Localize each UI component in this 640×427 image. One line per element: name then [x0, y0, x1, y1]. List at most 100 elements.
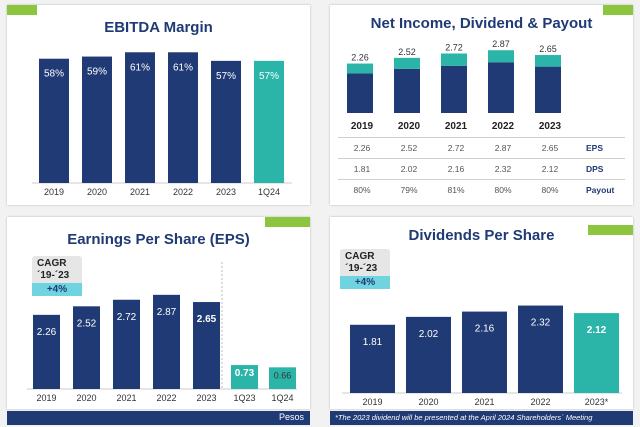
ebitda-tick-label: 2021 [130, 187, 150, 197]
dps-value-label: 2.02 [419, 329, 439, 340]
table-cell: 2.26 [353, 143, 371, 153]
net-income-retained-bar [488, 50, 514, 63]
table-row: 1.81 2.02 2.16 2.32 2.12 DPS [338, 160, 625, 178]
dps-cagr-period: ´19-´23 [345, 263, 378, 274]
ebitda-panel: EBITDA Margin 58% 2019 59% 2020 61% 2021 61% 20… [7, 5, 310, 205]
ebitda-value-label: 58% [44, 69, 64, 80]
dps-bar [518, 305, 563, 393]
ebitda-value-label: 61% [173, 62, 193, 73]
dps-cagr-value: +4% [340, 276, 390, 289]
net-income-total-label: 2.26 [351, 53, 369, 63]
dps-bar [574, 313, 619, 393]
dps-tick-label: 2021 [474, 397, 494, 407]
eps-unit-note: Pesos [278, 412, 304, 422]
ebitda-chart: 58% 2019 59% 2020 61% 2021 61% 2022 57% 2023 57% 1Q… [32, 52, 292, 197]
dps-accent [588, 225, 633, 235]
dps-bar [406, 316, 451, 393]
eps-accent [265, 217, 310, 227]
net-income-total-label: 2.87 [492, 39, 510, 49]
net-income-retained-bar [441, 53, 467, 66]
table-cell: 79% [400, 185, 418, 195]
net-income-retained-bar [535, 55, 561, 67]
eps-bar [73, 306, 100, 389]
dps-value-label: 1.81 [363, 337, 383, 348]
eps-bar [153, 294, 180, 389]
ebitda-accent [7, 5, 37, 15]
ebitda-tick-label: 2023 [216, 187, 236, 197]
net-income-dps-bar [347, 73, 373, 113]
ebitda-bar [125, 52, 155, 184]
table-divider [338, 137, 625, 138]
table-cell: 2.32 [494, 164, 512, 174]
dps-footnote-bar: *The 2023 dividend will be presented at … [330, 411, 633, 425]
eps-cagr-value: +4% [32, 283, 82, 296]
dps-value-label: 2.32 [531, 318, 551, 329]
table-cell: 2.52 [400, 143, 418, 153]
eps-value-label: 0.66 [274, 370, 292, 380]
eps-cagr-period: ´19-´23 [37, 270, 70, 281]
dps-value-label: 2.16 [475, 324, 495, 335]
ebitda-bar [39, 58, 69, 183]
eps-bar [231, 365, 258, 389]
eps-value-label: 2.87 [157, 307, 177, 318]
net-income-retained-bar [347, 63, 373, 74]
table-row-name: Payout [586, 185, 615, 195]
table-row: 80% 79% 81% 80% 80% Payout [338, 181, 625, 199]
dps-panel: Dividends Per Share CAGR ´19-´23 +4% 1.8… [330, 217, 633, 409]
eps-tick-label: 2022 [156, 393, 176, 403]
net-income-dps-bar [535, 66, 561, 113]
eps-value-label: 0.73 [235, 368, 255, 379]
table-year-header: 2023 [538, 121, 562, 132]
table-row: 2.26 2.52 2.72 2.87 2.65 EPS [338, 139, 625, 157]
ebitda-value-label: 57% [259, 71, 279, 82]
net-income-dps-bar [488, 62, 514, 113]
table-cell: 2.16 [447, 164, 465, 174]
eps-panel: Earnings Per Share (EPS) CAGR ´19-´23 +4… [7, 217, 310, 409]
table-cell: 80% [541, 185, 559, 195]
eps-value-label: 2.52 [77, 318, 97, 329]
net-income-total-label: 2.52 [398, 47, 416, 57]
table-year-header: 2021 [444, 121, 468, 132]
ebitda-bar [168, 52, 198, 184]
net-income-dps-bar [394, 68, 420, 113]
net-income-accent [603, 5, 633, 15]
ebitda-tick-label: 1Q24 [258, 187, 280, 197]
dps-title: Dividends Per Share [408, 227, 555, 244]
eps-tick-label: 1Q23 [233, 393, 255, 403]
dps-cagr-label: CAGR [345, 251, 375, 262]
eps-bar [113, 299, 140, 389]
table-row-name: EPS [586, 143, 604, 153]
dps-footnote: *The 2023 dividend will be presented at … [335, 413, 593, 422]
net-income-total-label: 2.72 [445, 43, 463, 53]
ebitda-value-label: 61% [130, 62, 150, 73]
eps-value-label: 2.26 [37, 327, 57, 338]
dps-cagr-badge: CAGR ´19-´23 +4% [340, 249, 390, 289]
eps-footer: Pesos [7, 411, 310, 425]
dps-value-label: 2.12 [587, 325, 607, 336]
dps-tick-label: 2022 [530, 397, 550, 407]
table-year-header: 2019 [350, 121, 374, 132]
net-income-retained-bar [394, 57, 420, 69]
eps-value-label: 2.65 [197, 314, 217, 325]
table-cell: 1.81 [353, 164, 371, 174]
eps-bar [269, 367, 296, 389]
ebitda-title: EBITDA Margin [104, 19, 213, 36]
table-cell: 2.72 [447, 143, 465, 153]
dps-tick-label: 2023* [585, 397, 609, 407]
eps-cagr-label: CAGR [37, 258, 67, 269]
table-cell: 2.65 [541, 143, 559, 153]
table-cell: 81% [447, 185, 465, 195]
table-cell: 80% [494, 185, 512, 195]
dps-bar [462, 311, 507, 393]
eps-tick-label: 2019 [36, 393, 56, 403]
net-income-dps-bar [441, 65, 467, 113]
ebitda-bar [254, 60, 284, 183]
eps-bar [193, 302, 220, 389]
ebitda-tick-label: 2019 [44, 187, 64, 197]
ebitda-tick-label: 2020 [87, 187, 107, 197]
table-cell: 2.12 [541, 164, 559, 174]
eps-tick-label: 2020 [76, 393, 96, 403]
table-divider [338, 158, 625, 159]
dps-bar [350, 324, 395, 393]
table-year-header: 2020 [397, 121, 421, 132]
